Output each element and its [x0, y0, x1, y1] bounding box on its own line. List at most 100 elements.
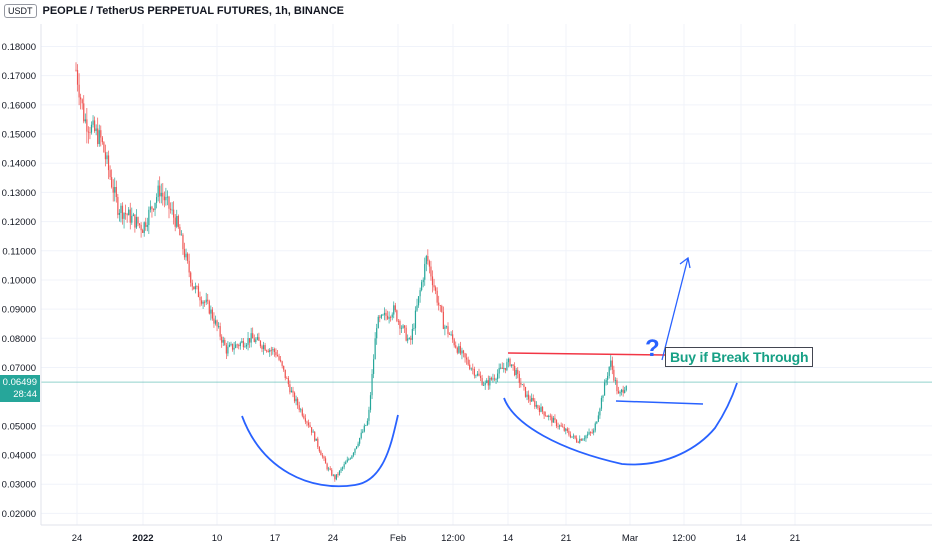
candle-body	[386, 315, 389, 319]
candle-body	[121, 205, 124, 219]
candle-body	[76, 70, 79, 85]
currency-badge[interactable]: USDT	[4, 4, 37, 18]
candle-body	[162, 192, 164, 197]
candle-body	[165, 197, 167, 201]
time-tick-label: 12:00	[672, 533, 696, 544]
candle-body	[439, 305, 441, 306]
candle-body	[298, 405, 300, 410]
candle-body	[261, 346, 263, 350]
candle-body	[552, 417, 554, 423]
time-tick-label: 12:00	[441, 533, 465, 544]
candle-body	[425, 255, 427, 264]
candle-body	[456, 347, 458, 353]
candle-body	[163, 196, 165, 201]
candle-body	[489, 377, 491, 386]
candle-body	[377, 316, 379, 329]
candle-body	[555, 420, 558, 427]
candle-body	[143, 222, 145, 233]
candle-body	[445, 326, 448, 328]
candle-body	[80, 97, 82, 100]
candle-body	[335, 474, 337, 480]
candle-body	[397, 320, 399, 322]
candle-body	[619, 391, 621, 394]
candle-body	[422, 279, 424, 283]
candle-body	[205, 299, 207, 303]
candle-body	[259, 340, 262, 347]
candle-body	[600, 397, 603, 409]
breakout-arrow-line	[661, 257, 689, 361]
price-tick-label: 0.15000	[2, 130, 36, 141]
candle-body	[75, 69, 77, 71]
candle-body	[128, 209, 130, 216]
candle-body	[273, 349, 275, 353]
candle-body	[286, 377, 288, 379]
candle-body	[149, 206, 151, 210]
chart-title-bar: USDT PEOPLE / TetherUS PERPETUAL FUTURES…	[4, 4, 344, 18]
candle-body	[532, 397, 534, 401]
candle-body	[168, 196, 170, 209]
candle-body	[390, 317, 392, 318]
user-drawings	[241, 256, 738, 488]
candle-body	[289, 384, 291, 393]
candle-body	[366, 420, 368, 426]
candle-body	[493, 378, 496, 380]
candle-body	[208, 301, 210, 314]
question-mark-icon: ?	[645, 335, 660, 362]
candle-body	[469, 364, 471, 369]
candle-body	[433, 285, 435, 288]
candles	[75, 62, 627, 482]
candle-body	[95, 128, 97, 132]
candle-body	[546, 415, 548, 418]
candle-body	[369, 395, 372, 410]
candle-body	[92, 120, 94, 125]
candle-body	[610, 360, 612, 367]
candle-body	[318, 446, 320, 452]
candle-body	[114, 186, 116, 193]
candle-body	[472, 368, 474, 370]
candle-body	[431, 276, 434, 286]
candle-body	[498, 368, 500, 374]
candle-body	[371, 373, 373, 396]
candle-body	[458, 346, 460, 353]
candle-body	[173, 209, 175, 218]
candle-body	[235, 344, 237, 348]
candle-body	[290, 390, 293, 393]
candle-body	[306, 421, 308, 423]
candle-body	[185, 253, 187, 258]
candle-body	[239, 342, 241, 347]
candle-body	[388, 317, 390, 319]
current-price-value: 0.06499	[2, 377, 37, 388]
candle-body	[242, 341, 244, 348]
candle-body	[224, 340, 226, 346]
price-tick-label: 0.05000	[2, 421, 36, 432]
candle-body	[393, 305, 395, 315]
candle-body	[402, 325, 404, 328]
candle-body	[543, 411, 545, 416]
candle-body	[560, 425, 562, 427]
candle-body	[607, 375, 609, 380]
candle-body	[413, 328, 415, 329]
candle-body	[399, 320, 401, 329]
candle-body	[504, 367, 506, 371]
candle-body	[441, 305, 443, 312]
candle-body	[275, 352, 277, 356]
candle-body	[312, 431, 314, 433]
candle-body	[276, 355, 279, 357]
candle-body	[199, 296, 201, 301]
candle-body	[323, 456, 325, 459]
candle-body	[146, 225, 148, 227]
candle-body	[81, 99, 83, 104]
time-tick-label: 10	[212, 533, 223, 544]
candle-body	[484, 382, 486, 386]
grid-lines	[41, 24, 932, 525]
candle-body	[131, 215, 133, 223]
candle-body	[621, 389, 623, 392]
candle-body	[111, 177, 113, 188]
candle-body	[523, 384, 525, 387]
candle-body	[430, 266, 432, 277]
time-tick-label: 21	[561, 533, 572, 544]
candle-body	[551, 416, 553, 423]
candle-body	[407, 338, 409, 341]
annotation-label[interactable]: Buy if Break Through	[665, 347, 814, 367]
